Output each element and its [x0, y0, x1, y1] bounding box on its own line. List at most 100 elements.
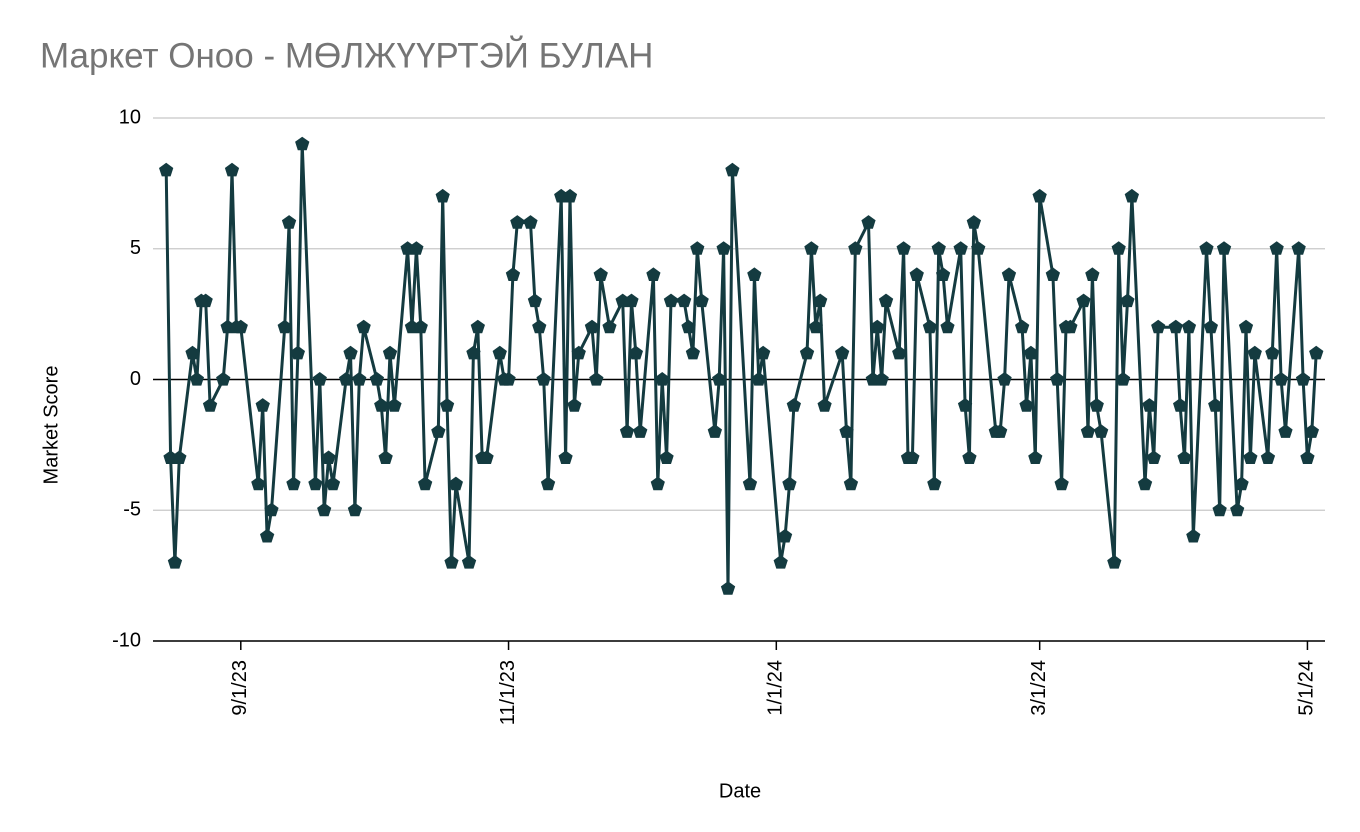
y-axis-title: Market Score	[40, 366, 62, 485]
data-point	[1080, 424, 1096, 438]
data-point	[953, 241, 968, 255]
data-point	[1142, 398, 1157, 412]
data-point	[589, 372, 604, 386]
data-point	[501, 372, 516, 386]
data-point	[444, 555, 459, 569]
data-point	[778, 528, 793, 543]
data-line	[164, 142, 1318, 591]
data-point	[742, 476, 758, 491]
data-point	[387, 398, 402, 412]
data-point	[295, 136, 310, 151]
data-point	[712, 372, 727, 386]
x-tick-label: 1/1/24	[765, 660, 787, 716]
data-point	[1177, 450, 1192, 464]
data-point	[1120, 293, 1135, 308]
chart-title: Маркет Оноо - МӨЛЖҮҮРТЭЙ БУЛАН	[40, 35, 653, 75]
data-point	[540, 476, 556, 491]
data-point	[773, 555, 788, 569]
data-point	[725, 162, 740, 177]
data-point	[1168, 319, 1183, 334]
data-point	[317, 502, 332, 517]
data-point	[339, 372, 354, 386]
data-point	[216, 372, 231, 386]
data-point	[1151, 319, 1166, 334]
data-point	[677, 293, 692, 308]
data-point	[1032, 188, 1047, 203]
data-point	[1111, 241, 1126, 255]
data-point	[905, 450, 920, 464]
data-point	[1208, 398, 1223, 412]
data-point	[470, 319, 485, 334]
data-point	[966, 215, 981, 229]
data-point	[260, 528, 275, 543]
data-point	[492, 345, 507, 360]
data-point	[1124, 188, 1139, 203]
y-tick-label: -5	[123, 499, 141, 521]
data-point	[1054, 476, 1069, 491]
data-point	[1063, 319, 1078, 334]
data-point	[927, 476, 942, 491]
data-point	[962, 450, 977, 464]
data-point	[461, 555, 477, 569]
data-point	[466, 345, 481, 360]
data-point	[747, 267, 762, 281]
data-point	[1295, 372, 1311, 386]
data-point	[1203, 319, 1218, 334]
data-point	[619, 424, 635, 438]
data-point	[685, 345, 700, 360]
data-point	[1265, 345, 1280, 360]
data-point	[562, 188, 578, 203]
data-point	[646, 267, 661, 281]
data-point	[817, 398, 832, 412]
data-point	[1212, 502, 1227, 517]
data-point	[1085, 267, 1100, 281]
data-point	[892, 345, 907, 360]
data-point	[1269, 241, 1284, 255]
data-point	[756, 345, 771, 360]
data-point	[202, 398, 218, 412]
data-point	[1230, 502, 1245, 517]
data-point	[1094, 424, 1109, 438]
data-point	[1291, 241, 1306, 255]
data-point	[786, 398, 801, 412]
data-point	[751, 372, 766, 386]
data-point	[1045, 267, 1060, 281]
data-point	[861, 215, 876, 229]
data-point	[290, 345, 305, 360]
data-point	[870, 319, 885, 334]
data-point	[1019, 398, 1034, 412]
data-point	[655, 372, 670, 386]
data-point	[1181, 319, 1197, 334]
data-point	[957, 398, 973, 412]
data-point	[523, 215, 538, 229]
data-point	[382, 345, 398, 360]
data-point	[1001, 267, 1017, 281]
data-point	[650, 476, 665, 491]
data-point	[1173, 398, 1188, 412]
data-point	[971, 241, 986, 255]
data-point	[628, 345, 643, 360]
data-point	[255, 398, 270, 412]
data-point	[843, 476, 859, 491]
data-point	[448, 476, 463, 491]
data-point	[510, 215, 525, 229]
data-point	[308, 476, 323, 491]
data-point	[1137, 476, 1153, 491]
data-point	[1107, 555, 1122, 569]
data-point	[189, 372, 204, 386]
data-point	[659, 450, 674, 464]
data-point	[374, 398, 389, 412]
data-point	[198, 293, 213, 308]
data-point	[418, 476, 433, 491]
data-point	[874, 372, 889, 386]
data-point	[799, 345, 815, 360]
data-point	[343, 345, 358, 360]
data-point	[571, 345, 586, 360]
x-axis-title: Date	[719, 780, 761, 802]
data-point	[1238, 319, 1254, 334]
data-point	[567, 398, 582, 412]
data-point	[940, 319, 955, 334]
data-point	[1076, 293, 1091, 308]
data-point	[1278, 424, 1293, 438]
data-point	[813, 293, 828, 308]
